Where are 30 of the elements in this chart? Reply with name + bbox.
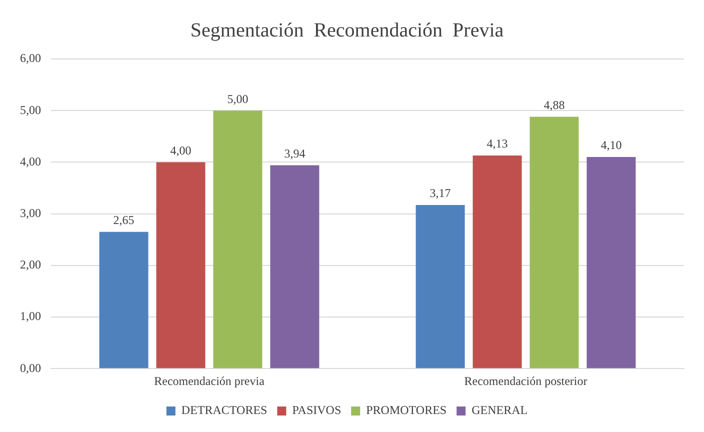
y-tick-label: 2,00: [20, 258, 41, 272]
x-tick-label: Recomendación previa: [154, 374, 266, 388]
bar: [586, 157, 636, 368]
bar: [270, 165, 320, 368]
data-label: 3,17: [430, 186, 451, 200]
legend-label: PASIVOS: [292, 403, 342, 418]
bar: [472, 155, 522, 368]
data-label: 4,00: [170, 143, 192, 158]
data-label: 4,13: [486, 136, 508, 151]
y-tick-label: 5,00: [20, 102, 41, 117]
bar: [416, 205, 465, 368]
y-tick-label: 3,00: [20, 206, 41, 220]
bar: [530, 116, 579, 368]
legend-label: GENERAL: [472, 403, 528, 418]
legend-label: DETRACTORES: [181, 403, 268, 418]
y-tick-label: 6,00: [20, 51, 41, 66]
chart-title: Segmentación Recomendación Previa: [190, 19, 504, 42]
y-tick-label: 1,00: [20, 309, 41, 324]
bar: [99, 232, 148, 368]
x-tick-label: Recomendación posterior: [464, 374, 588, 388]
data-label: 4,88: [544, 98, 565, 112]
y-tick-label: 4,00: [20, 154, 41, 168]
data-label: 4,10: [600, 138, 622, 152]
bar: [213, 110, 262, 368]
bar: [156, 162, 206, 368]
data-label: 2,65: [113, 213, 134, 228]
data-label: 5,00: [227, 92, 248, 106]
y-tick-label: 0,00: [20, 360, 41, 375]
data-label: 3,94: [284, 146, 306, 160]
legend-label: PROMOTORES: [366, 403, 447, 418]
